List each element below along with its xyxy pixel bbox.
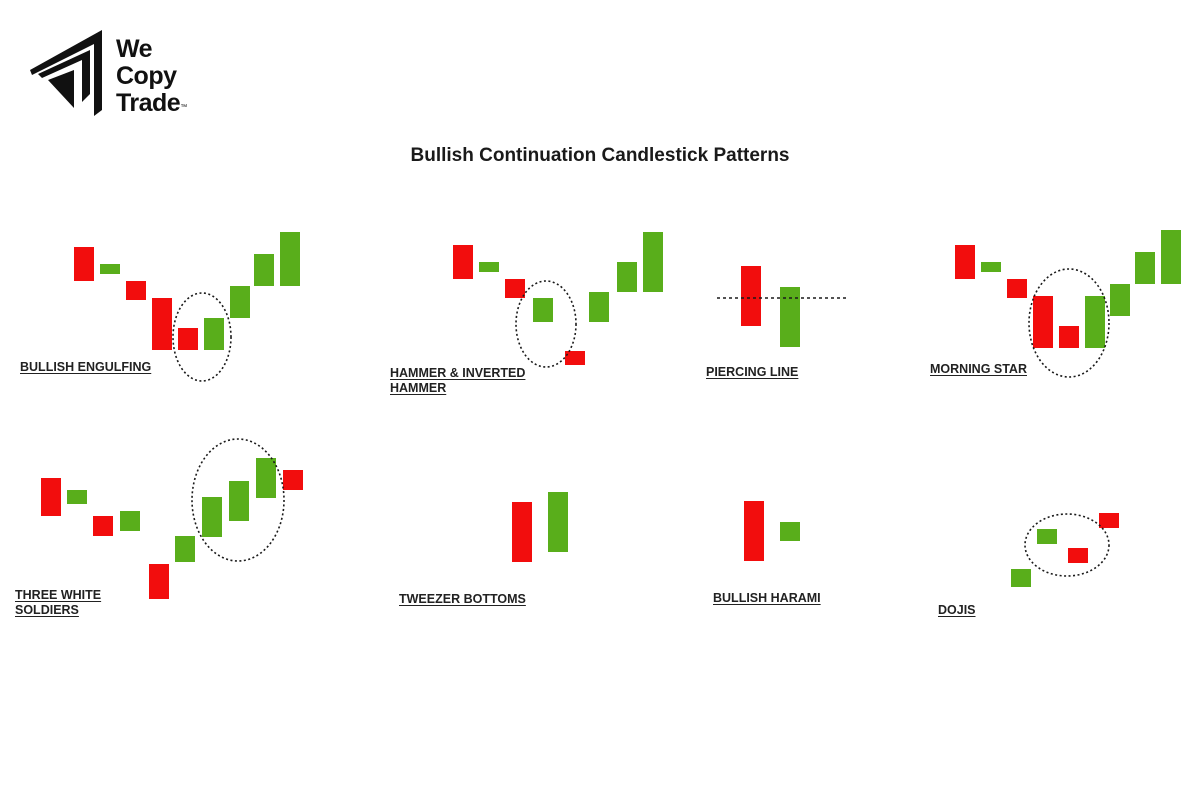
bullish-candle	[617, 262, 637, 292]
brand-line-3: Trade	[116, 89, 181, 117]
trademark-symbol: ™	[180, 104, 187, 111]
pattern-hammer	[453, 232, 663, 368]
bearish-candle	[955, 245, 975, 279]
brand-wordmark: We Copy Trade™	[116, 36, 187, 117]
bullish-candle	[256, 458, 276, 498]
bullish-candle	[780, 287, 800, 347]
bullish-candle	[100, 264, 120, 274]
pattern-bullish-harami	[744, 501, 800, 561]
label-piercing-line: PIERCING LINE	[706, 365, 799, 379]
brand-logo: We Copy Trade™	[30, 30, 230, 120]
bearish-candle	[41, 478, 61, 516]
brand-line-2: Copy	[116, 62, 177, 90]
bullish-candle	[120, 511, 140, 531]
bullish-candle	[548, 492, 568, 552]
bearish-candle	[93, 516, 113, 536]
highlight-circle	[172, 292, 232, 382]
bearish-candle	[1099, 513, 1119, 528]
pattern-tweezer-bottoms	[512, 492, 568, 562]
highlight-circle	[1028, 268, 1110, 378]
bullish-candle	[589, 292, 609, 322]
bearish-candle	[149, 564, 169, 599]
highlight-circle	[515, 280, 577, 368]
label-bullish-engulfing: BULLISH ENGULFING	[20, 360, 152, 374]
bullish-candle	[1037, 529, 1057, 544]
label-bullish-harami: BULLISH HARAMI	[713, 591, 821, 605]
bullish-candle	[67, 490, 87, 504]
bullish-candle	[204, 318, 224, 350]
bullish-candle	[254, 254, 274, 286]
bullish-candle	[1161, 230, 1181, 284]
bullish-candle	[780, 522, 800, 541]
bullish-candle	[280, 232, 300, 286]
label-dojis: DOJIS	[938, 603, 976, 617]
bullish-candle	[1110, 284, 1130, 316]
bearish-candle	[741, 266, 761, 326]
pattern-morning-star	[955, 230, 1181, 378]
label-tweezer-bottoms: TWEEZER BOTTOMS	[399, 592, 526, 606]
bearish-candle	[453, 245, 473, 279]
bullish-candle	[175, 536, 195, 562]
bearish-candle	[512, 502, 532, 562]
bullish-candle	[202, 497, 222, 537]
bullish-candle	[981, 262, 1001, 272]
bullish-candle	[1135, 252, 1155, 284]
bearish-candle	[744, 501, 764, 561]
bearish-candle	[1059, 326, 1079, 348]
page-title: Bullish Continuation Candlestick Pattern…	[410, 145, 790, 166]
bullish-candle	[643, 232, 663, 292]
bearish-candle	[74, 247, 94, 281]
label-hammer: HAMMER & INVERTED HAMMER	[390, 366, 526, 395]
pattern-piercing-line	[717, 266, 846, 347]
pattern-dojis	[1011, 513, 1119, 587]
pattern-bullish-engulfing	[74, 232, 300, 382]
bullish-candle	[533, 298, 553, 322]
bearish-candle	[126, 281, 146, 300]
bullish-candle	[229, 481, 249, 521]
bullish-candle	[230, 286, 250, 318]
bullish-candle	[1085, 296, 1105, 348]
bullish-candle	[479, 262, 499, 272]
triangle-arrow-logo-icon	[30, 30, 102, 116]
bearish-candle	[178, 328, 198, 350]
label-morning-star: MORNING STAR	[930, 362, 1027, 376]
bearish-candle	[505, 279, 525, 298]
bearish-candle	[1007, 279, 1027, 298]
bearish-candle	[152, 298, 172, 350]
label-three-white-soldiers: THREE WHITE SOLDIERS	[15, 588, 102, 617]
highlight-circle	[191, 438, 285, 562]
bearish-candle	[1033, 296, 1053, 348]
bearish-candle	[1068, 548, 1088, 563]
bullish-candle	[1011, 569, 1031, 587]
bearish-candle	[565, 351, 585, 365]
brand-line-1: We	[116, 35, 153, 63]
bearish-candle	[283, 470, 303, 490]
highlight-circle	[1024, 513, 1110, 577]
pattern-three-white-soldiers	[41, 438, 303, 599]
